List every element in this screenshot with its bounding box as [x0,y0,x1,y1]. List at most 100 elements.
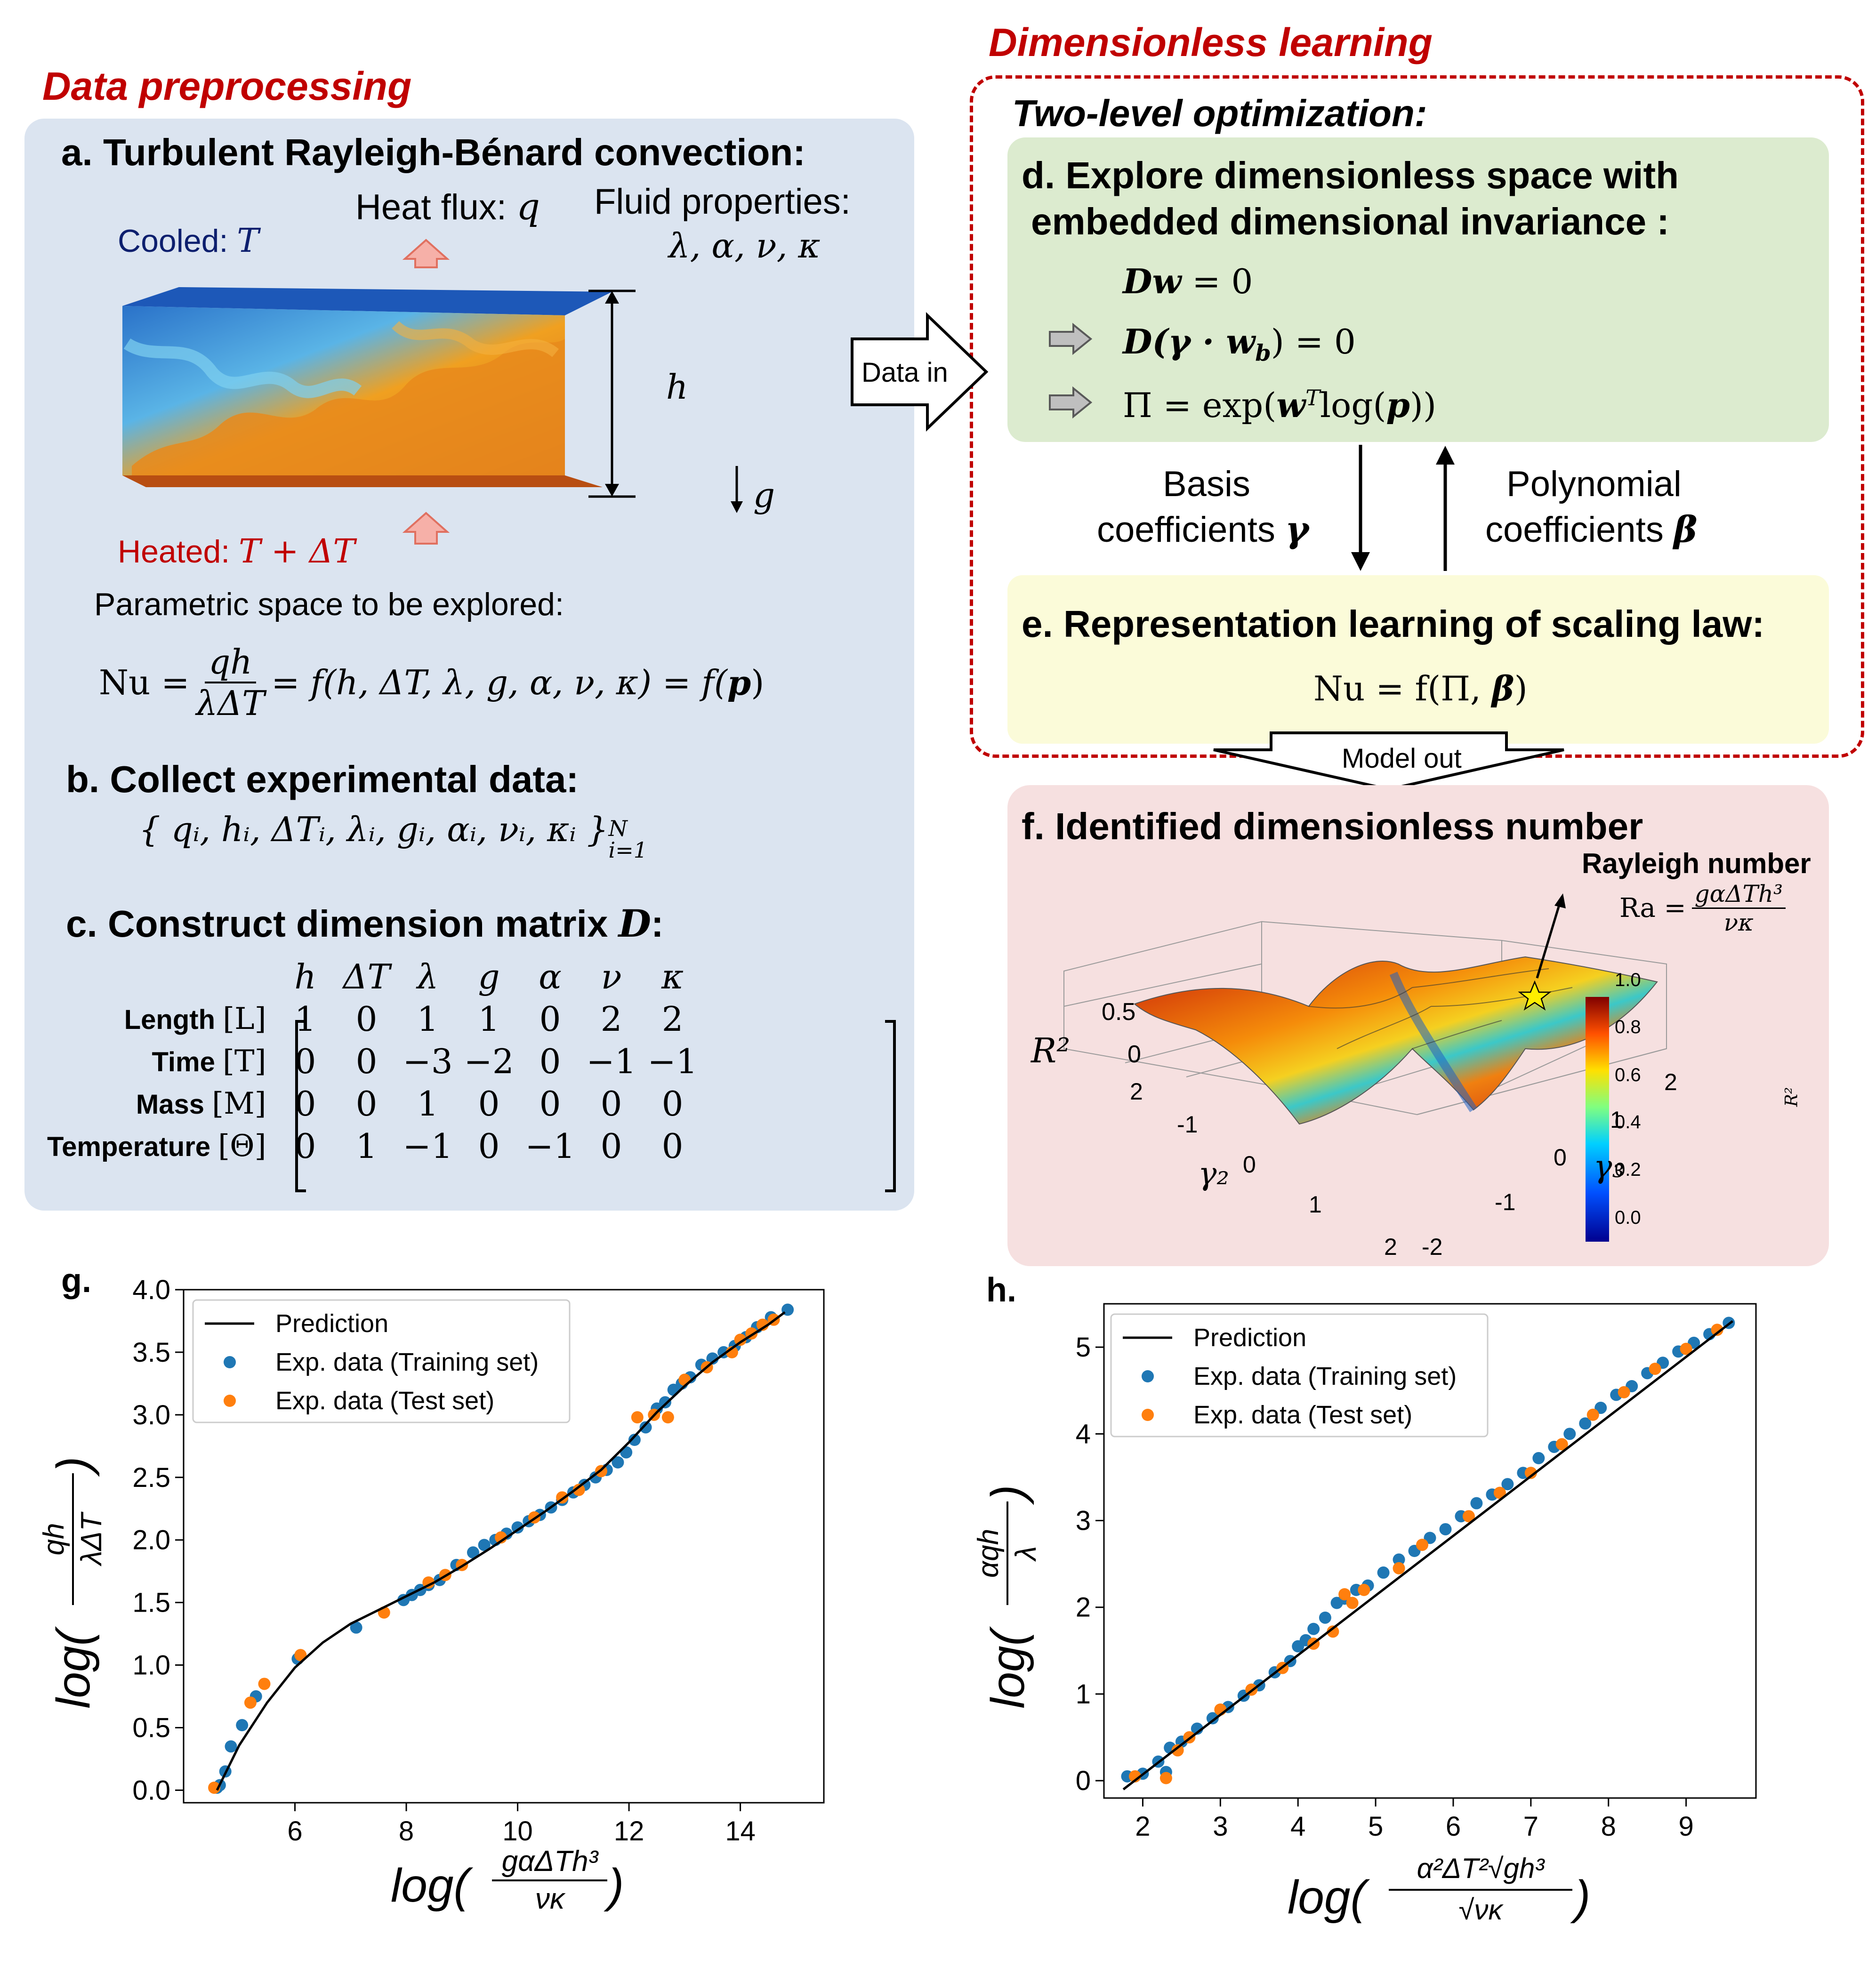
legend-entry: Exp. data (Training set) [275,1348,539,1376]
matrix-cell: 0 [355,1042,378,1081]
gamma3-axis-label: γ₃ [1594,1148,1625,1185]
ra-fraction: gαΔTh³ νκ [1691,880,1786,936]
model-out-label: Model out [1342,743,1462,774]
beta-symbol: β [1673,508,1698,550]
gravity-symbol: g [753,475,775,515]
training-point [1206,1712,1219,1725]
training-point [706,1352,719,1365]
gray-arrow-icon [1047,386,1095,421]
training-point [511,1521,524,1534]
matrix-header-row: h ΔT λ g α ν κ [47,955,703,998]
convection-cell-image [122,287,612,487]
training-point [1307,1622,1320,1635]
matrix-cell: 0 [294,1042,316,1081]
y-axis-log: log( [47,1626,100,1709]
x-tick-label: 8 [399,1816,414,1847]
two-level-label: Two-level optimization: [1012,92,1427,134]
x-tick-label: 7 [1523,1811,1538,1842]
fluid-properties-symbols: λ, α, ν, κ [668,226,821,265]
matrix-cell: −2 [464,1042,514,1081]
chart-h: 2 3 4 5 6 7 8 9 0 1 2 3 4 5 Prediction Exp. data (Train… [972,1303,1757,1926]
gamma3-tick: 2 [1664,1069,1677,1095]
heat-flux-arrow-bottom [402,512,450,545]
y-axis-log: log( [982,1626,1034,1709]
test-point [208,1782,221,1794]
gamma2-tick: 2 [1384,1234,1397,1260]
matrix-cell: 2 [600,999,622,1039]
panel-b-title: b. Collect experimental data: [66,758,579,800]
training-point [467,1546,479,1559]
test-point [661,1411,674,1424]
equation-basis: D(γ · wb) = 0 [1123,321,1356,367]
y-axis-label: log(αqh λ) [972,1485,1042,1709]
matrix-row-label: Mass [M] [136,1086,266,1121]
matrix-col-kappa: κ [661,957,684,996]
training-point [225,1740,237,1753]
x-tick-label: 6 [1446,1811,1461,1842]
test-point [1338,1588,1351,1601]
gamma2-tick: 0 [1243,1151,1256,1178]
legend-box [192,1299,571,1423]
test-point [1555,1438,1568,1451]
training-point [659,1396,671,1409]
test-point [734,1333,747,1346]
matrix-row-label: Length [L] [124,1002,266,1036]
matrix-cell: 1 [478,999,500,1039]
matrix-row-mass: Mass [M] 0 0 1 0 0 0 0 [47,1083,703,1125]
matrix-cell: −1 [647,1042,698,1081]
legend-test-swatch [1142,1409,1154,1421]
x-tick-label: 5 [1368,1811,1383,1842]
matrix-cell: 0 [539,1084,561,1124]
matrix-cell: 0 [661,1084,684,1124]
test-point [1327,1625,1339,1638]
matrix-col-g: g [478,957,500,996]
y-tick-label: 0.0 [132,1775,170,1806]
test-point [1171,1744,1184,1757]
prediction-line [216,1311,786,1791]
panel-g-label: g. [61,1262,91,1300]
training-point [1501,1478,1514,1491]
training-point [639,1421,652,1434]
y-tick-label: 3.5 [132,1337,170,1368]
plot-frame [183,1289,825,1804]
training-point [1319,1611,1331,1624]
x-axis-numerator: gαΔTh³ [502,1845,599,1878]
test-point [1493,1486,1506,1499]
test-point [1416,1539,1429,1551]
z-axis-label: R² [1031,1031,1071,1070]
legend-entry: Exp. data (Test set) [275,1387,494,1415]
y-tick-label: 4 [1076,1419,1091,1449]
training-point [350,1621,362,1634]
matrix-col-dT: ΔT [343,957,390,996]
test-point [1524,1467,1537,1479]
y-axis-numerator: qh [38,1523,70,1556]
test-point [294,1649,307,1662]
data-preprocessing-header: Data preprocessing [42,64,412,108]
x-axis-close: ) [1570,1871,1590,1924]
colorbar-tick: 0.4 [1615,1112,1641,1132]
model-out-arrow [1213,731,1564,791]
plot-frame [1103,1303,1757,1799]
x-tick-label: 6 [287,1816,302,1847]
y-axis-denominator: λΔT [75,1511,108,1566]
ra-denominator: νκ [1723,909,1754,936]
nu-numerator: qh [205,642,256,683]
x-axis-denominator: √νκ [1459,1894,1504,1926]
matrix-cell: 2 [661,999,684,1039]
y-tick-label: 2.0 [132,1525,170,1556]
ra-lhs: Ra = [1619,893,1686,923]
legend-entry: Prediction [1193,1324,1306,1352]
legend-entry: Prediction [275,1309,388,1338]
y-tick-label: 2.5 [132,1462,170,1493]
panel-e-representation [1007,575,1829,744]
legend-box [1110,1313,1489,1437]
matrix-brackets [295,1020,896,1192]
matrix-cell: 0 [600,1126,622,1166]
basis-label-line1: Basis [1163,464,1250,504]
legend-training-swatch [224,1356,236,1368]
legend-entry: Exp. data (Test set) [1193,1401,1412,1429]
ra-numerator: gαΔTh³ [1691,880,1786,909]
colorbar [1586,997,1609,1242]
y-tick-label: 0 [1076,1766,1091,1796]
fluid-properties-label: Fluid properties: [594,182,851,222]
